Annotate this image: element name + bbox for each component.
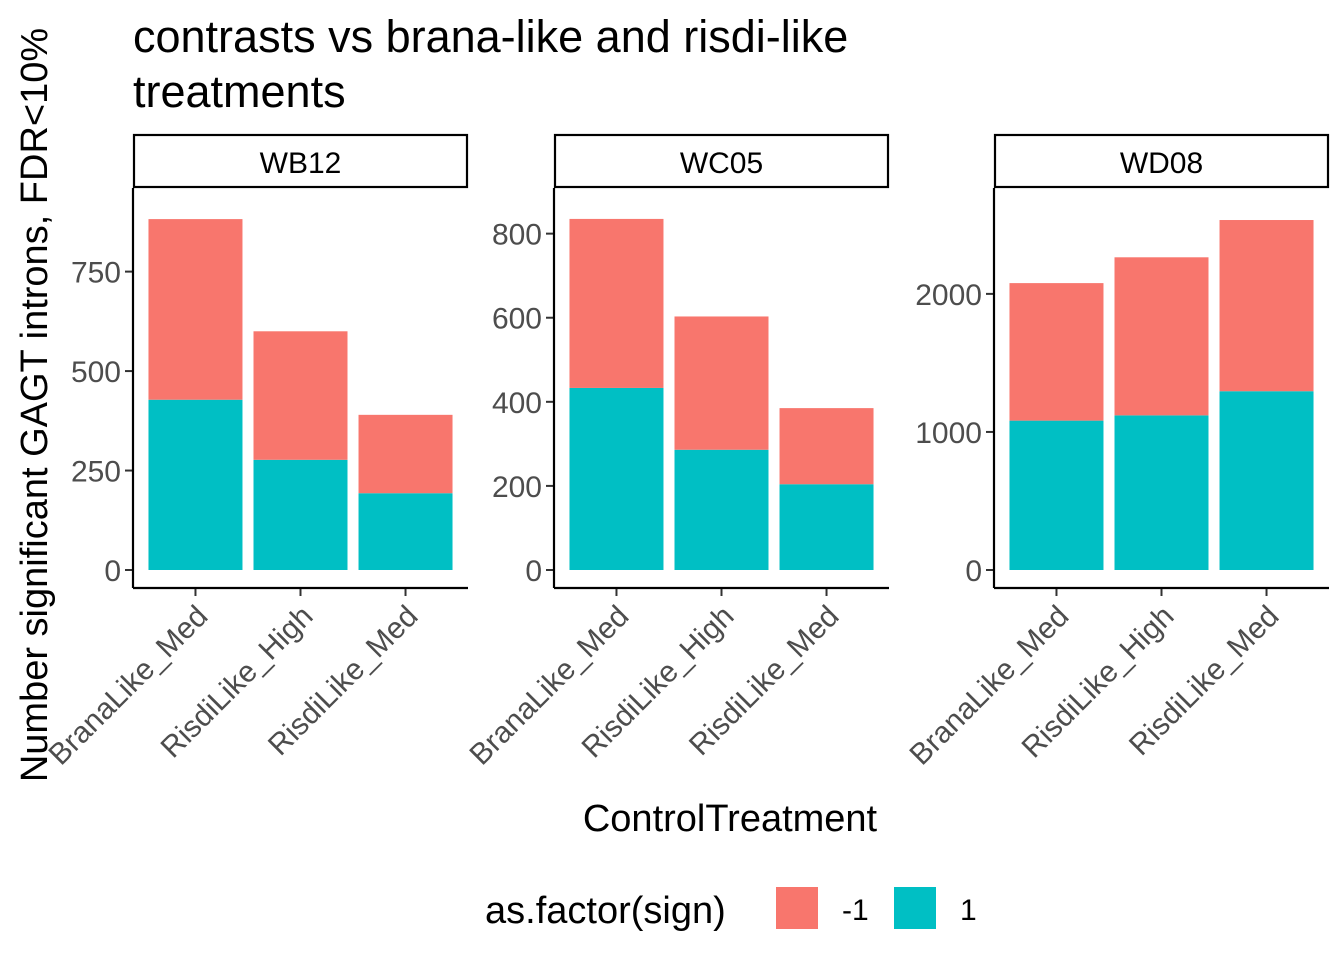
facet-label-wd08: WD08 — [1120, 147, 1203, 180]
legend-label-pos1: 1 — [960, 894, 977, 927]
bar-wc05-0-sign-neg1 — [569, 218, 664, 388]
bar-wd08-2-sign-neg1 — [1219, 220, 1314, 392]
facet-label-wc05: WC05 — [680, 147, 763, 180]
y-tick-label-wd08-0: 0 — [965, 555, 982, 588]
y-tick-label-wd08-2: 2000 — [915, 279, 982, 312]
y-tick-label-wb12-3: 750 — [71, 257, 121, 290]
bar-wb12-0-sign-neg1 — [148, 219, 243, 400]
bar-wc05-1-sign-neg1 — [674, 316, 769, 450]
chart-title-line-1: contrasts vs brana-like and risdi-like — [133, 11, 848, 62]
y-tick-label-wb12-1: 250 — [71, 456, 121, 489]
bar-wd08-1-sign-neg1 — [1114, 257, 1209, 416]
legend: as.factor(sign) -1 1 — [485, 887, 977, 932]
y-tick-label-wd08-1: 1000 — [915, 417, 982, 450]
y-tick-label-wb12-0: 0 — [104, 555, 121, 588]
legend-label-neg1: -1 — [842, 894, 869, 927]
y-tick-label-wb12-2: 500 — [71, 356, 121, 389]
bar-wc05-2-sign-neg1 — [779, 408, 874, 485]
bar-wb12-2-sign-neg1 — [358, 414, 453, 494]
bar-wc05-2-sign-pos1 — [779, 484, 874, 570]
legend-key-pos1 — [894, 887, 936, 929]
bar-wc05-0-sign-pos1 — [569, 387, 664, 570]
facet-strip-wc05 — [553, 133, 890, 189]
legend-key-neg1 — [776, 887, 818, 929]
bar-wd08-0-sign-neg1 — [1009, 283, 1104, 421]
bar-wb12-2-sign-pos1 — [358, 493, 453, 570]
y-tick-label-wc05-1: 200 — [492, 471, 542, 504]
bar-wd08-2-sign-pos1 — [1219, 391, 1314, 570]
chart-title-line-2: treatments — [133, 66, 346, 117]
bar-wd08-0-sign-pos1 — [1009, 420, 1104, 570]
bar-wd08-1-sign-pos1 — [1114, 415, 1209, 570]
facet-label-wb12: WB12 — [260, 147, 342, 180]
bar-wb12-1-sign-pos1 — [253, 459, 348, 570]
y-tick-label-wc05-2: 400 — [492, 387, 542, 420]
legend-title: as.factor(sign) — [485, 890, 726, 932]
y-tick-label-wc05-3: 600 — [492, 303, 542, 336]
y-axis-title: Number significant GAGT introns, FDR<10% — [14, 28, 56, 782]
facet-strip-wd08 — [993, 133, 1330, 189]
bar-wc05-1-sign-pos1 — [674, 449, 769, 570]
y-tick-label-wc05-0: 0 — [525, 555, 542, 588]
bar-wb12-0-sign-pos1 — [148, 399, 243, 570]
x-axis-title: ControlTreatment — [583, 798, 878, 840]
y-tick-label-wc05-4: 800 — [492, 219, 542, 252]
facet-strip-wb12 — [132, 133, 469, 189]
bar-wb12-1-sign-neg1 — [253, 331, 348, 460]
